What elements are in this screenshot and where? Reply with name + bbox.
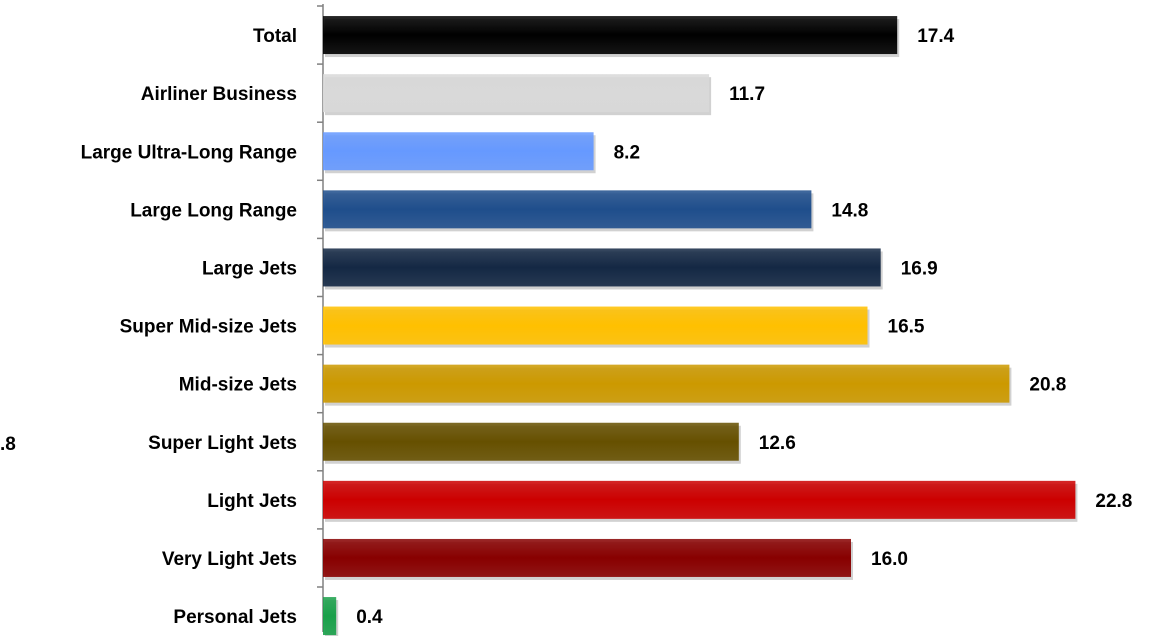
category-label: Airliner Business xyxy=(141,84,297,105)
bar-large-jets xyxy=(323,248,881,287)
value-label: 11.7 xyxy=(729,84,765,105)
value-label: 0.4 xyxy=(356,607,383,628)
value-label: 17.4 xyxy=(917,26,954,47)
value-label: 8.2 xyxy=(614,142,640,163)
category-label: Light Jets xyxy=(207,491,297,512)
value-label: 14.8 xyxy=(831,200,868,221)
value-label: 16.5 xyxy=(888,317,925,338)
bar-super-light-jets xyxy=(323,422,739,461)
value-label: 22.8 xyxy=(1095,491,1132,512)
category-label: Large Long Range xyxy=(130,200,297,221)
bar-personal-jets xyxy=(323,597,337,636)
category-label: Personal Jets xyxy=(173,607,297,628)
bar-very-light-jets xyxy=(323,538,851,577)
bar-airliner-business xyxy=(323,74,710,113)
value-label: 16.0 xyxy=(871,549,908,570)
category-label: Large Ultra-Long Range xyxy=(81,142,297,163)
category-label: Super Light Jets xyxy=(148,433,297,454)
bar-super-mid-size-jets xyxy=(323,306,868,345)
value-label: 16.9 xyxy=(901,258,938,279)
category-label: Large Jets xyxy=(202,258,297,279)
bar-total xyxy=(323,16,898,55)
bar-mid-size-jets xyxy=(323,364,1010,403)
value-label: 12.6 xyxy=(759,433,796,454)
bar-large-ultra-long-range xyxy=(323,132,594,171)
category-label: Very Light Jets xyxy=(162,549,297,570)
value-label: 20.8 xyxy=(1029,375,1066,396)
bar-large-long-range xyxy=(323,190,812,229)
category-label: Total xyxy=(253,26,297,47)
clipped-value-label: .8 xyxy=(0,434,16,455)
category-label: Mid-size Jets xyxy=(179,375,297,396)
category-label: Super Mid-size Jets xyxy=(120,317,297,338)
bar-light-jets xyxy=(323,480,1076,519)
